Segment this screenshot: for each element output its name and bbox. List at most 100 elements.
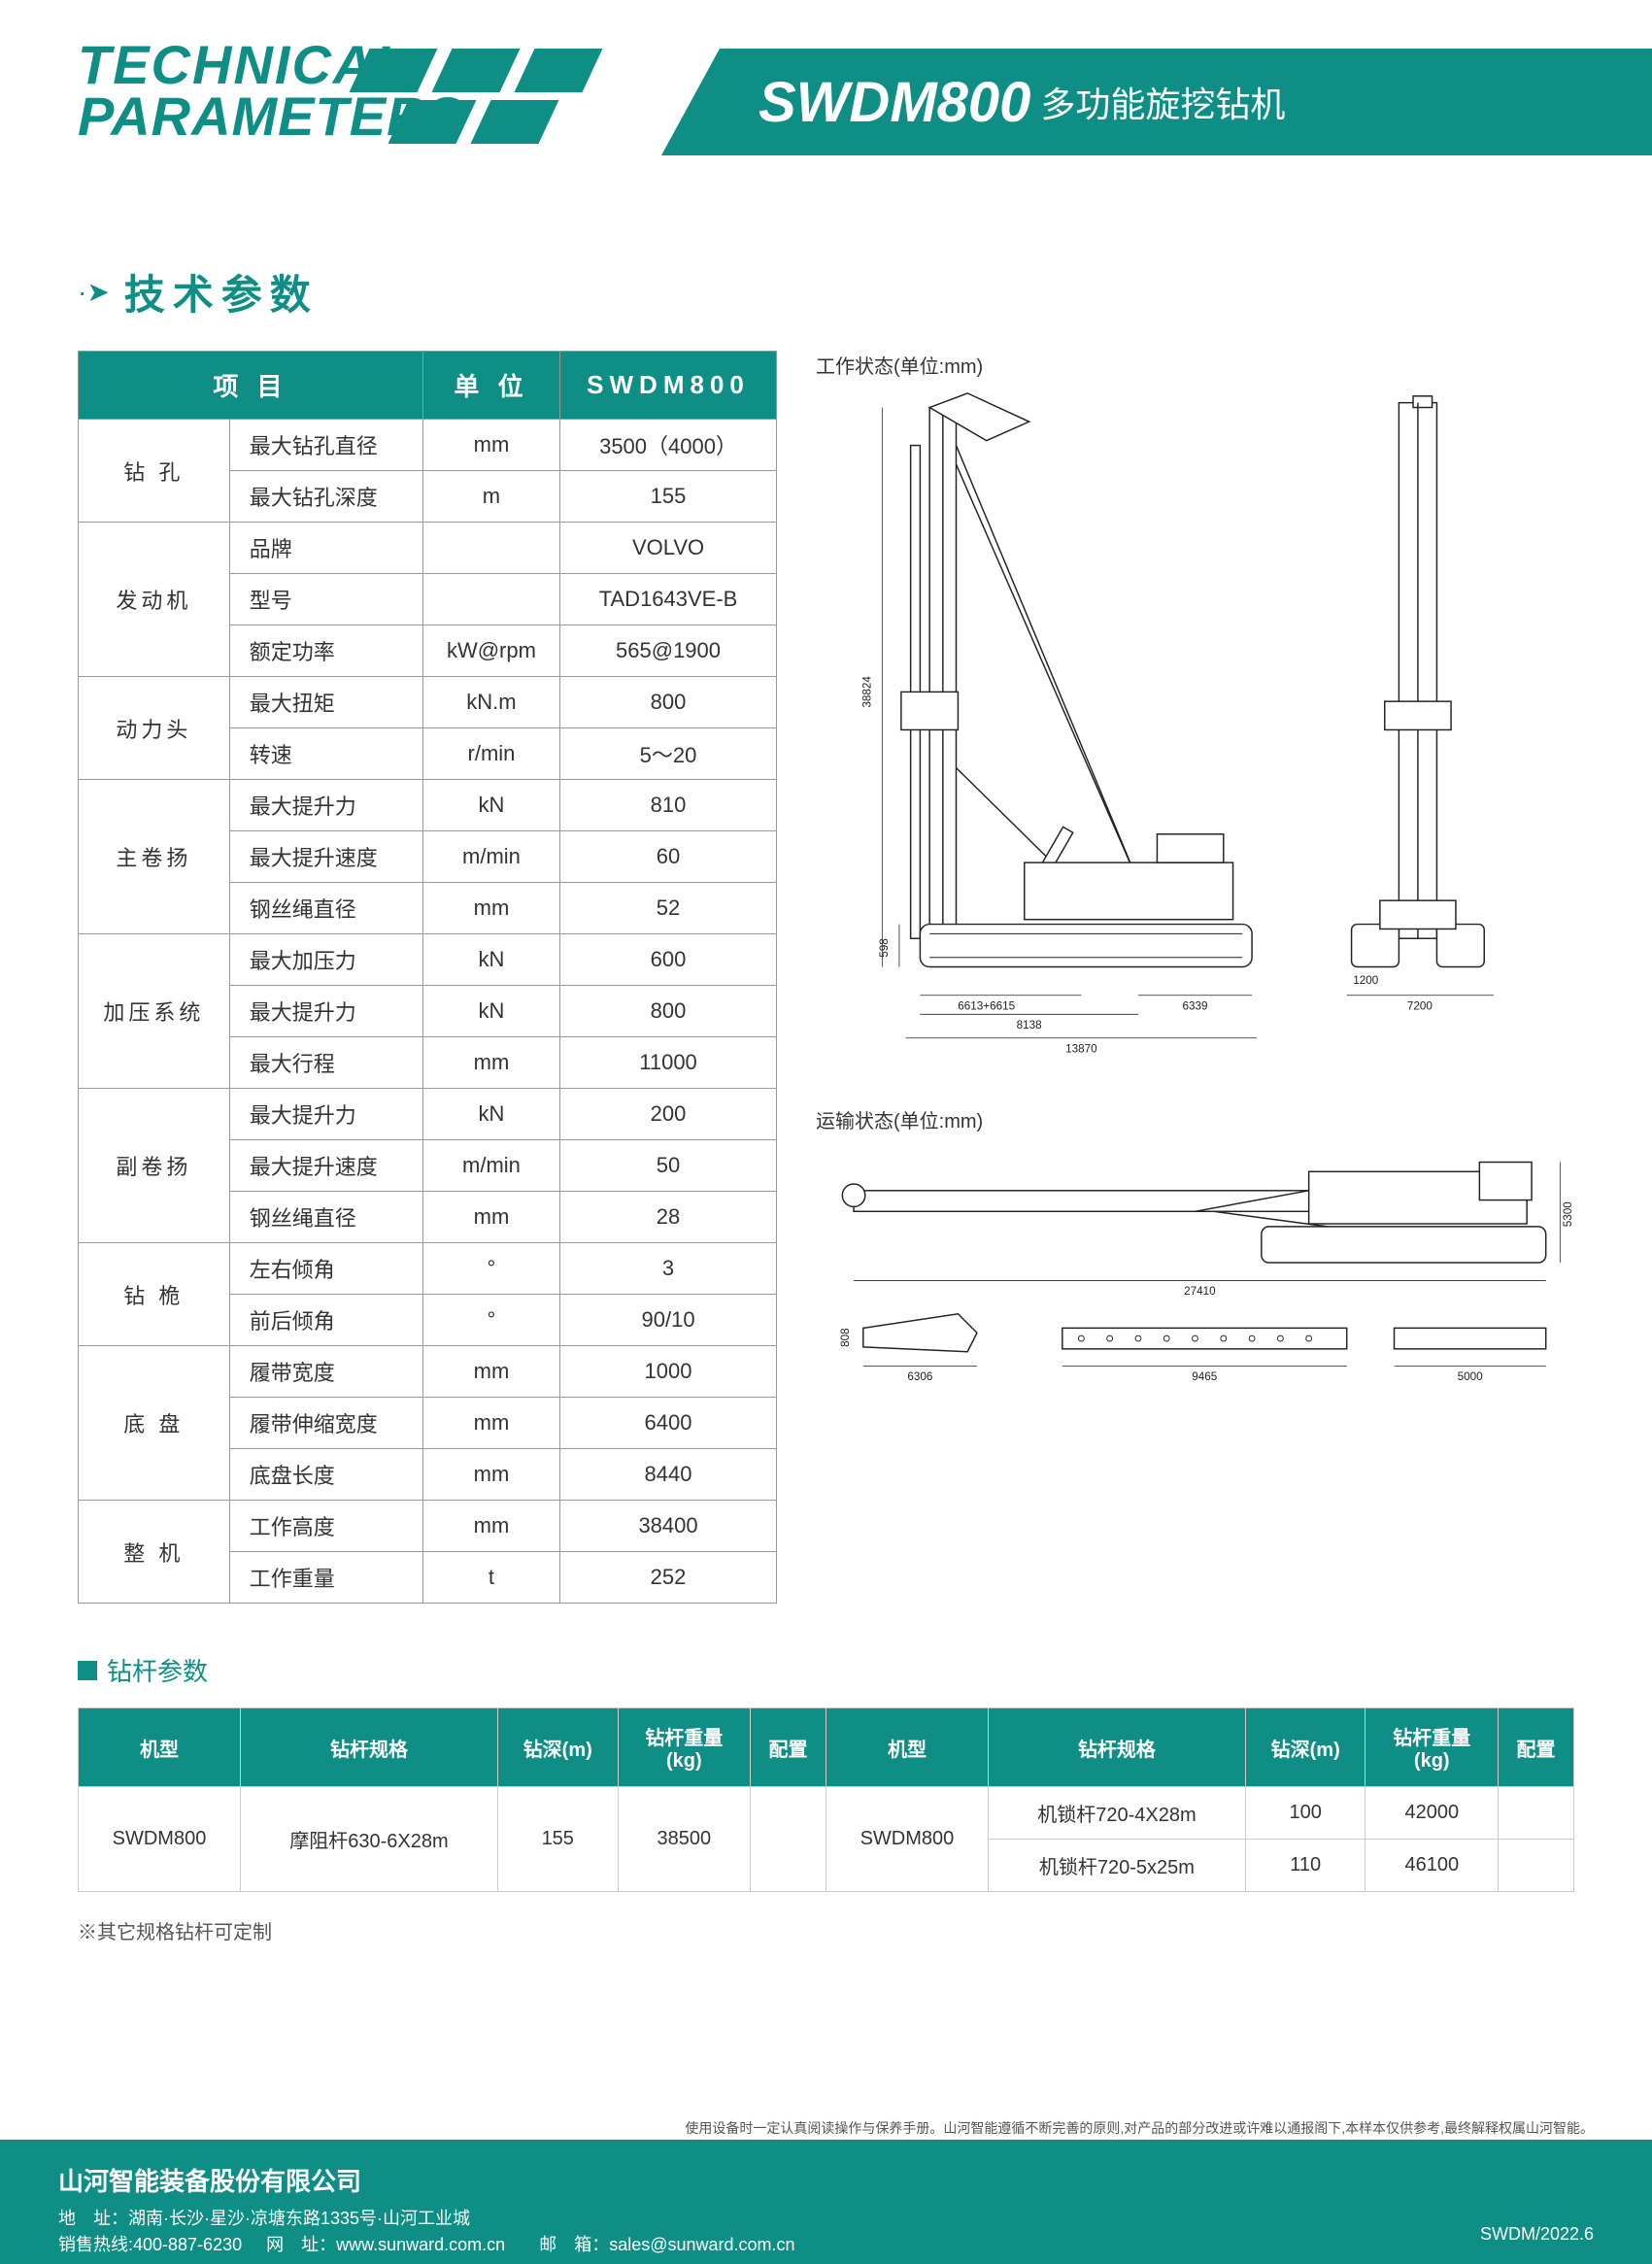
spec-value-cell: 800 <box>560 986 777 1037</box>
svg-text:6339: 6339 <box>1182 999 1207 1012</box>
spec-value-cell: VOLVO <box>560 523 777 574</box>
spec-unit-cell: kN <box>422 934 559 986</box>
rod-section-title: 钻杆参数 <box>78 1652 1574 1688</box>
spec-unit-cell: ° <box>422 1295 559 1346</box>
spec-unit-cell: kN.m <box>422 677 559 728</box>
rod-cell: SWDM800 <box>79 1787 241 1892</box>
spec-group-cell: 主卷扬 <box>79 780 230 934</box>
footer-top-bar <box>0 2140 1652 2147</box>
svg-text:1200: 1200 <box>1353 974 1379 987</box>
rod-table: 机型钻杆规格钻深(m)钻杆重量(kg)配置机型钻杆规格钻深(m)钻杆重量(kg)… <box>78 1707 1574 1892</box>
rod-header-cell: 钻深(m) <box>1245 1708 1365 1787</box>
rod-header-cell: 钻杆规格 <box>988 1708 1245 1787</box>
rod-cell: 155 <box>497 1787 618 1892</box>
spec-item-cell: 前后倾角 <box>229 1295 422 1346</box>
spec-unit-cell: mm <box>422 420 559 471</box>
page-header: TECHNICAL PARAMETERS SWDM800 多功能旋挖钻机 <box>0 39 1652 194</box>
spec-unit-cell: ° <box>422 1243 559 1295</box>
rod-header-cell: 机型 <box>79 1708 241 1787</box>
section-title-spec: ·➤ 技术参数 <box>78 262 1652 321</box>
rod-cell <box>1499 1840 1574 1892</box>
transport-state-diagram: 27410 5300 808 <box>816 1143 1574 1395</box>
spec-item-cell: 钢丝绳直径 <box>229 1192 422 1243</box>
spec-item-cell: 最大行程 <box>229 1037 422 1089</box>
svg-text:5300: 5300 <box>1562 1201 1574 1228</box>
spec-unit-cell: r/min <box>422 728 559 780</box>
footer-website: www.sunward.com.cn <box>336 2235 505 2254</box>
spec-item-cell: 转速 <box>229 728 422 780</box>
spec-unit-cell: kN <box>422 780 559 831</box>
svg-text:13870: 13870 <box>1065 1042 1097 1055</box>
spec-unit-cell: mm <box>422 1449 559 1501</box>
page-footer: 山河智能装备股份有限公司 地 址：湖南·长沙·星沙·凉塘东路1335号·山河工业… <box>0 2147 1652 2264</box>
spec-unit-cell: mm <box>422 1398 559 1449</box>
spec-value-cell: 600 <box>560 934 777 986</box>
spec-item-cell: 底盘长度 <box>229 1449 422 1501</box>
rod-cell: 摩阻杆630-6X28m <box>241 1787 498 1892</box>
spec-value-cell: 810 <box>560 780 777 831</box>
spec-value-cell: 252 <box>560 1552 777 1604</box>
spec-group-cell: 动力头 <box>79 677 230 780</box>
svg-text:808: 808 <box>839 1328 852 1347</box>
rod-cell: 46100 <box>1365 1840 1499 1892</box>
footer-email: sales@sunward.com.cn <box>609 2235 794 2254</box>
spec-item-cell: 额定功率 <box>229 625 422 677</box>
svg-text:6306: 6306 <box>907 1370 932 1383</box>
spec-item-cell: 最大提升速度 <box>229 1140 422 1192</box>
svg-text:9465: 9465 <box>1192 1370 1218 1383</box>
rod-cell: 110 <box>1245 1840 1365 1892</box>
rod-section-text: 钻杆参数 <box>107 1652 208 1688</box>
spec-value-cell: 38400 <box>560 1501 777 1552</box>
spec-header-unit: 单 位 <box>422 352 559 420</box>
working-diagram-svg: 38824 6613+6615 8138 6339 13870 598 <box>816 389 1574 1071</box>
svg-text:5000: 5000 <box>1458 1370 1484 1383</box>
svg-text:6613+6615: 6613+6615 <box>958 999 1015 1012</box>
spec-value-cell: 3 <box>560 1243 777 1295</box>
spec-value-cell: 52 <box>560 883 777 934</box>
model-subtitle: 多功能旋挖钻机 <box>1040 77 1285 127</box>
rod-header-cell: 钻杆规格 <box>241 1708 498 1787</box>
footer-address: 地 址：湖南·长沙·星沙·凉塘东路1335号·山河工业城 <box>58 2209 470 2228</box>
transport-diagram-svg: 27410 5300 808 <box>816 1143 1574 1390</box>
rod-cell <box>751 1787 826 1892</box>
model-code: SWDM800 <box>759 70 1030 135</box>
spec-group-cell: 钻 桅 <box>79 1243 230 1346</box>
spec-item-cell: 品牌 <box>229 523 422 574</box>
spec-unit-cell: m/min <box>422 1140 559 1192</box>
spec-value-cell: 5～20 <box>560 728 777 780</box>
spec-value-cell: 200 <box>560 1089 777 1140</box>
spec-unit-cell: kN <box>422 1089 559 1140</box>
spec-item-cell: 最大加压力 <box>229 934 422 986</box>
spec-value-cell: 8440 <box>560 1449 777 1501</box>
spec-group-cell: 钻 孔 <box>79 420 230 523</box>
rod-header-cell: 配置 <box>1499 1708 1574 1787</box>
spec-value-cell: 3500（4000） <box>560 420 777 471</box>
section-title-text: 技术参数 <box>124 262 319 321</box>
footer-hotline: 销售热线:400-887-6230 <box>58 2235 242 2254</box>
spec-value-cell: 11000 <box>560 1037 777 1089</box>
working-state-label: 工作状态(单位:mm) <box>816 351 1574 379</box>
spec-header-item: 项 目 <box>79 352 423 420</box>
spec-unit-cell: mm <box>422 1346 559 1398</box>
spec-item-cell: 最大钻孔直径 <box>229 420 422 471</box>
spec-value-cell: TAD1643VE-B <box>560 574 777 625</box>
spec-value-cell: 28 <box>560 1192 777 1243</box>
footer-website-label: 网 址： <box>266 2235 336 2254</box>
rod-note: ※其它规格钻杆可定制 <box>78 1916 1574 1944</box>
spec-unit-cell: m/min <box>422 831 559 883</box>
spec-value-cell: 565@1900 <box>560 625 777 677</box>
company-name: 山河智能装备股份有限公司 <box>58 2162 1594 2198</box>
spec-item-cell: 左右倾角 <box>229 1243 422 1295</box>
spec-value-cell: 800 <box>560 677 777 728</box>
rod-cell: 100 <box>1245 1787 1365 1840</box>
spec-unit-cell: kN <box>422 986 559 1037</box>
spec-group-cell: 加压系统 <box>79 934 230 1089</box>
rod-header-cell: 钻深(m) <box>497 1708 618 1787</box>
spec-unit-cell: mm <box>422 883 559 934</box>
spec-item-cell: 最大扭矩 <box>229 677 422 728</box>
spec-item-cell: 最大钻孔深度 <box>229 471 422 523</box>
spec-group-cell: 底 盘 <box>79 1346 230 1501</box>
arrow-bullet-icon: ·➤ <box>78 276 110 308</box>
disclaimer-text: 使用设备时一定认真阅读操作与保养手册。山河智能遵循不断完善的原则,对产品的部分改… <box>369 2118 1594 2138</box>
svg-text:598: 598 <box>878 938 891 958</box>
